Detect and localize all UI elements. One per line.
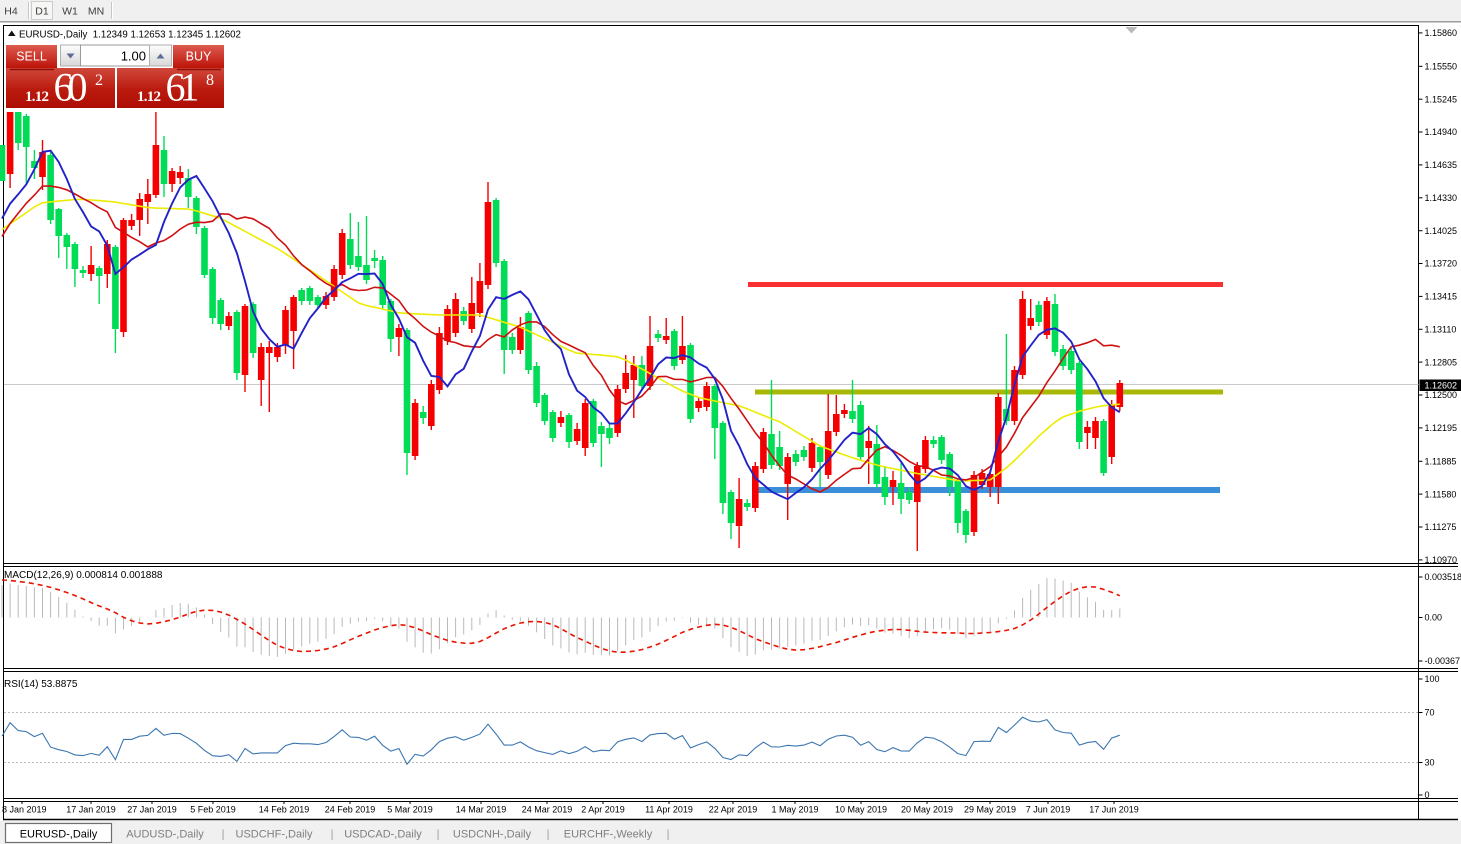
svg-text:0: 0 <box>1425 790 1430 800</box>
svg-text:1.11885: 1.11885 <box>1425 457 1457 467</box>
svg-text:0.003518: 0.003518 <box>1425 572 1461 582</box>
svg-text:1.13720: 1.13720 <box>1425 259 1458 269</box>
svg-text:USDCAD-,Daily: USDCAD-,Daily <box>344 829 422 841</box>
svg-text:29 May 2019: 29 May 2019 <box>964 805 1016 815</box>
svg-text:61: 61 <box>166 65 200 110</box>
svg-text:|: | <box>437 829 440 841</box>
svg-text:1.13110: 1.13110 <box>1425 325 1457 335</box>
svg-text:0.00: 0.00 <box>1425 613 1443 623</box>
svg-text:1.10970: 1.10970 <box>1425 555 1458 565</box>
svg-text:1.14940: 1.14940 <box>1425 127 1458 137</box>
svg-text:30: 30 <box>1425 758 1435 768</box>
svg-text:1.15245: 1.15245 <box>1425 94 1458 104</box>
svg-text:14 Mar 2019: 14 Mar 2019 <box>456 805 507 815</box>
svg-text:10 May 2019: 10 May 2019 <box>835 805 887 815</box>
svg-text:1.11275: 1.11275 <box>1425 522 1457 532</box>
svg-text:8 Jan 2019: 8 Jan 2019 <box>2 805 47 815</box>
svg-text:1.14635: 1.14635 <box>1425 160 1458 170</box>
svg-text:22 Apr 2019: 22 Apr 2019 <box>709 805 758 815</box>
svg-text:11 Apr 2019: 11 Apr 2019 <box>645 805 693 815</box>
svg-text:1 May 2019: 1 May 2019 <box>771 805 818 815</box>
svg-text:|: | <box>547 829 550 841</box>
svg-text:W1: W1 <box>62 5 78 17</box>
svg-text:14 Feb 2019: 14 Feb 2019 <box>259 805 310 815</box>
svg-text:20 May 2019: 20 May 2019 <box>901 805 953 815</box>
svg-text:100: 100 <box>1425 674 1440 684</box>
svg-text:5 Mar 2019: 5 Mar 2019 <box>387 805 433 815</box>
svg-text:27 Jan 2019: 27 Jan 2019 <box>127 805 177 815</box>
svg-text:1.13415: 1.13415 <box>1425 292 1458 302</box>
svg-text:24 Feb 2019: 24 Feb 2019 <box>325 805 376 815</box>
svg-text:-0.00367: -0.00367 <box>1425 656 1461 666</box>
svg-text:1.12500: 1.12500 <box>1425 390 1458 400</box>
svg-text:1.15860: 1.15860 <box>1425 28 1458 38</box>
svg-text:D1: D1 <box>35 5 49 17</box>
svg-text:EURUSD-,Daily 1.12349 1.12653: EURUSD-,Daily 1.12349 1.12653 1.12345 1.… <box>19 29 241 40</box>
svg-text:USDCNH-,Daily: USDCNH-,Daily <box>453 829 532 841</box>
svg-text:1.14330: 1.14330 <box>1425 193 1458 203</box>
svg-text:1.00: 1.00 <box>121 49 146 64</box>
svg-text:5 Feb 2019: 5 Feb 2019 <box>190 805 236 815</box>
svg-text:1.14025: 1.14025 <box>1425 226 1458 236</box>
svg-text:60: 60 <box>54 65 88 110</box>
svg-text:RSI(14) 53.8875: RSI(14) 53.8875 <box>4 679 78 690</box>
svg-text:|: | <box>222 829 225 841</box>
svg-text:MN: MN <box>88 5 104 17</box>
svg-text:1.12: 1.12 <box>25 89 49 105</box>
svg-text:EURCHF-,Weekly: EURCHF-,Weekly <box>564 829 653 841</box>
svg-text:BUY: BUY <box>186 50 212 64</box>
svg-text:24 Mar 2019: 24 Mar 2019 <box>522 805 573 815</box>
svg-text:70: 70 <box>1425 708 1435 718</box>
svg-text:1.12195: 1.12195 <box>1425 423 1458 433</box>
svg-text:8: 8 <box>206 72 214 89</box>
svg-text:SELL: SELL <box>16 50 47 64</box>
svg-text:|: | <box>667 829 670 841</box>
svg-text:7 Jun 2019: 7 Jun 2019 <box>1026 805 1071 815</box>
svg-text:1.12805: 1.12805 <box>1425 357 1458 367</box>
svg-text:MACD(12,26,9) 0.000814 0.00188: MACD(12,26,9) 0.000814 0.001888 <box>4 570 163 581</box>
svg-text:1.12602: 1.12602 <box>1425 381 1458 391</box>
svg-text:1.11580: 1.11580 <box>1425 489 1457 499</box>
svg-text:2 Apr 2019: 2 Apr 2019 <box>581 805 625 815</box>
svg-text:1.15550: 1.15550 <box>1425 62 1458 72</box>
svg-text:17 Jun 2019: 17 Jun 2019 <box>1089 805 1139 815</box>
svg-text:17 Jan 2019: 17 Jan 2019 <box>66 805 116 815</box>
svg-text:EURUSD-,Daily: EURUSD-,Daily <box>20 829 98 841</box>
svg-text:|: | <box>331 829 334 841</box>
svg-text:H4: H4 <box>4 5 18 17</box>
svg-text:1.12: 1.12 <box>137 89 161 105</box>
svg-text:USDCHF-,Daily: USDCHF-,Daily <box>236 829 314 841</box>
svg-text:AUDUSD-,Daily: AUDUSD-,Daily <box>126 829 204 841</box>
svg-text:2: 2 <box>95 72 103 89</box>
